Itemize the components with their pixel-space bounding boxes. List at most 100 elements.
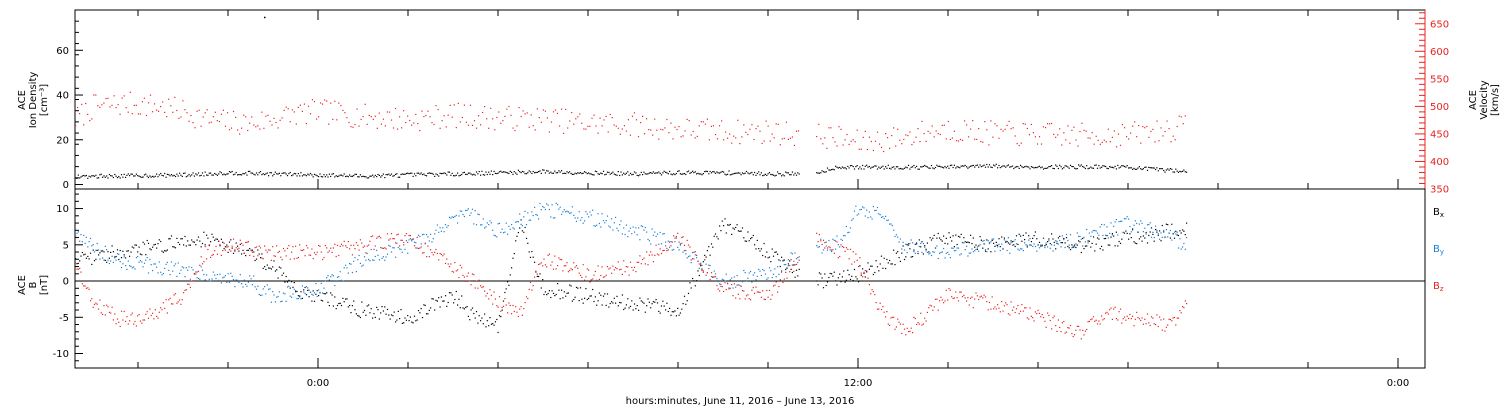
series-by-point xyxy=(542,205,544,208)
velocity-series-point xyxy=(700,121,702,123)
series-bx-point xyxy=(268,267,270,269)
series-bz-point xyxy=(1075,329,1077,331)
series-by-point xyxy=(218,279,220,281)
series-by-point xyxy=(451,216,453,218)
density-series-point xyxy=(878,166,880,168)
density-series-point xyxy=(714,172,717,174)
series-bx-point xyxy=(384,306,386,308)
velocity-series-point xyxy=(465,121,467,123)
series-bx-point xyxy=(1106,235,1108,237)
density-series-point xyxy=(638,175,640,177)
series-bz-point xyxy=(96,303,98,305)
series-bx-point xyxy=(984,250,987,252)
series-bx-point xyxy=(473,312,475,315)
series-bx-point xyxy=(77,262,79,264)
series-bz-point xyxy=(438,259,440,261)
velocity-series-point xyxy=(765,120,767,122)
velocity-series-point xyxy=(316,118,318,120)
density-series-point xyxy=(143,174,146,176)
velocity-series-point xyxy=(429,116,431,118)
series-by-point xyxy=(781,270,783,272)
series-bz-point xyxy=(83,285,85,287)
series-bz-point xyxy=(424,243,426,245)
series-bz-point xyxy=(1022,310,1024,312)
density-series-point xyxy=(350,175,352,177)
series-bz-point xyxy=(443,253,445,255)
series-bz-point xyxy=(497,306,499,308)
series-bz-point xyxy=(1133,325,1135,327)
series-by-point xyxy=(540,209,542,211)
density-series-point xyxy=(559,171,561,173)
series-bx-point xyxy=(500,316,502,318)
bottom-frame xyxy=(74,188,1426,369)
density-series-point xyxy=(255,172,258,174)
velocity-series-point xyxy=(91,118,93,120)
series-bx-point xyxy=(687,292,690,294)
density-series-point xyxy=(165,176,167,178)
density-series-point xyxy=(145,173,147,175)
series-bz-point xyxy=(135,325,137,327)
velocity-series-point xyxy=(336,119,338,121)
series-by-point xyxy=(650,243,652,245)
series-bx-point xyxy=(1055,248,1057,250)
density-series-point xyxy=(376,176,378,178)
density-series-point xyxy=(953,164,955,166)
series-bz-point xyxy=(471,273,474,275)
velocity-series-point xyxy=(512,127,514,129)
series-bz-point xyxy=(727,283,729,285)
series-by-point xyxy=(658,243,660,245)
series-by-point xyxy=(696,257,698,259)
density-series-point xyxy=(763,174,765,176)
x-tick-label: 12:00 xyxy=(844,378,873,389)
series-bz-point xyxy=(999,311,1001,313)
series-bz-point xyxy=(558,257,560,259)
series-bx-point xyxy=(366,305,368,307)
series-by-point xyxy=(154,263,156,265)
series-bz-point xyxy=(1142,323,1144,325)
series-by-point xyxy=(1047,246,1049,248)
density-series-point xyxy=(590,173,592,175)
density-series-point xyxy=(104,176,106,178)
velocity-series-point xyxy=(1132,125,1134,127)
series-by-point xyxy=(689,255,691,257)
series-by-point xyxy=(862,206,864,208)
velocity-series-point xyxy=(589,125,591,127)
series-bz-point xyxy=(732,295,734,297)
series-by-point xyxy=(467,208,469,210)
density-series-point xyxy=(1051,165,1053,167)
series-bz-point xyxy=(130,314,132,316)
series-by-point xyxy=(500,231,502,233)
series-bx-point xyxy=(399,318,401,320)
series-by-point xyxy=(737,284,739,286)
velocity-series-point xyxy=(591,117,593,119)
series-bz-point xyxy=(1084,330,1086,332)
series-bx-point xyxy=(88,258,90,260)
series-bx-point xyxy=(300,291,302,293)
series-bx-point xyxy=(652,301,654,303)
series-by-point xyxy=(461,210,463,212)
series-bz-point xyxy=(852,251,854,253)
density-series-point xyxy=(388,173,390,175)
series-by-point xyxy=(593,225,595,227)
density-series-point xyxy=(839,166,841,168)
series-bz-point xyxy=(529,281,532,284)
velocity-series-point xyxy=(947,120,949,123)
density-series-point xyxy=(998,164,1000,167)
density-series-point xyxy=(843,167,845,169)
density-series-point xyxy=(937,165,939,167)
density-series-point xyxy=(393,175,395,177)
density-axis-title: ACE Ion Density [cm⁻³] xyxy=(17,72,50,129)
density-series-point xyxy=(461,173,463,176)
series-bx-point xyxy=(239,243,241,245)
density-series-point xyxy=(824,171,826,173)
density-series-point xyxy=(667,173,669,175)
velocity-series-point xyxy=(411,124,413,126)
density-series-point xyxy=(442,172,444,175)
series-bz-point xyxy=(1179,310,1181,312)
series-by-point xyxy=(153,263,155,265)
velocity-series-point xyxy=(318,116,320,118)
velocity-series-point xyxy=(253,124,255,126)
velocity-series-point xyxy=(532,125,534,127)
series-bz-point xyxy=(490,294,492,296)
series-bz-point xyxy=(210,256,212,258)
